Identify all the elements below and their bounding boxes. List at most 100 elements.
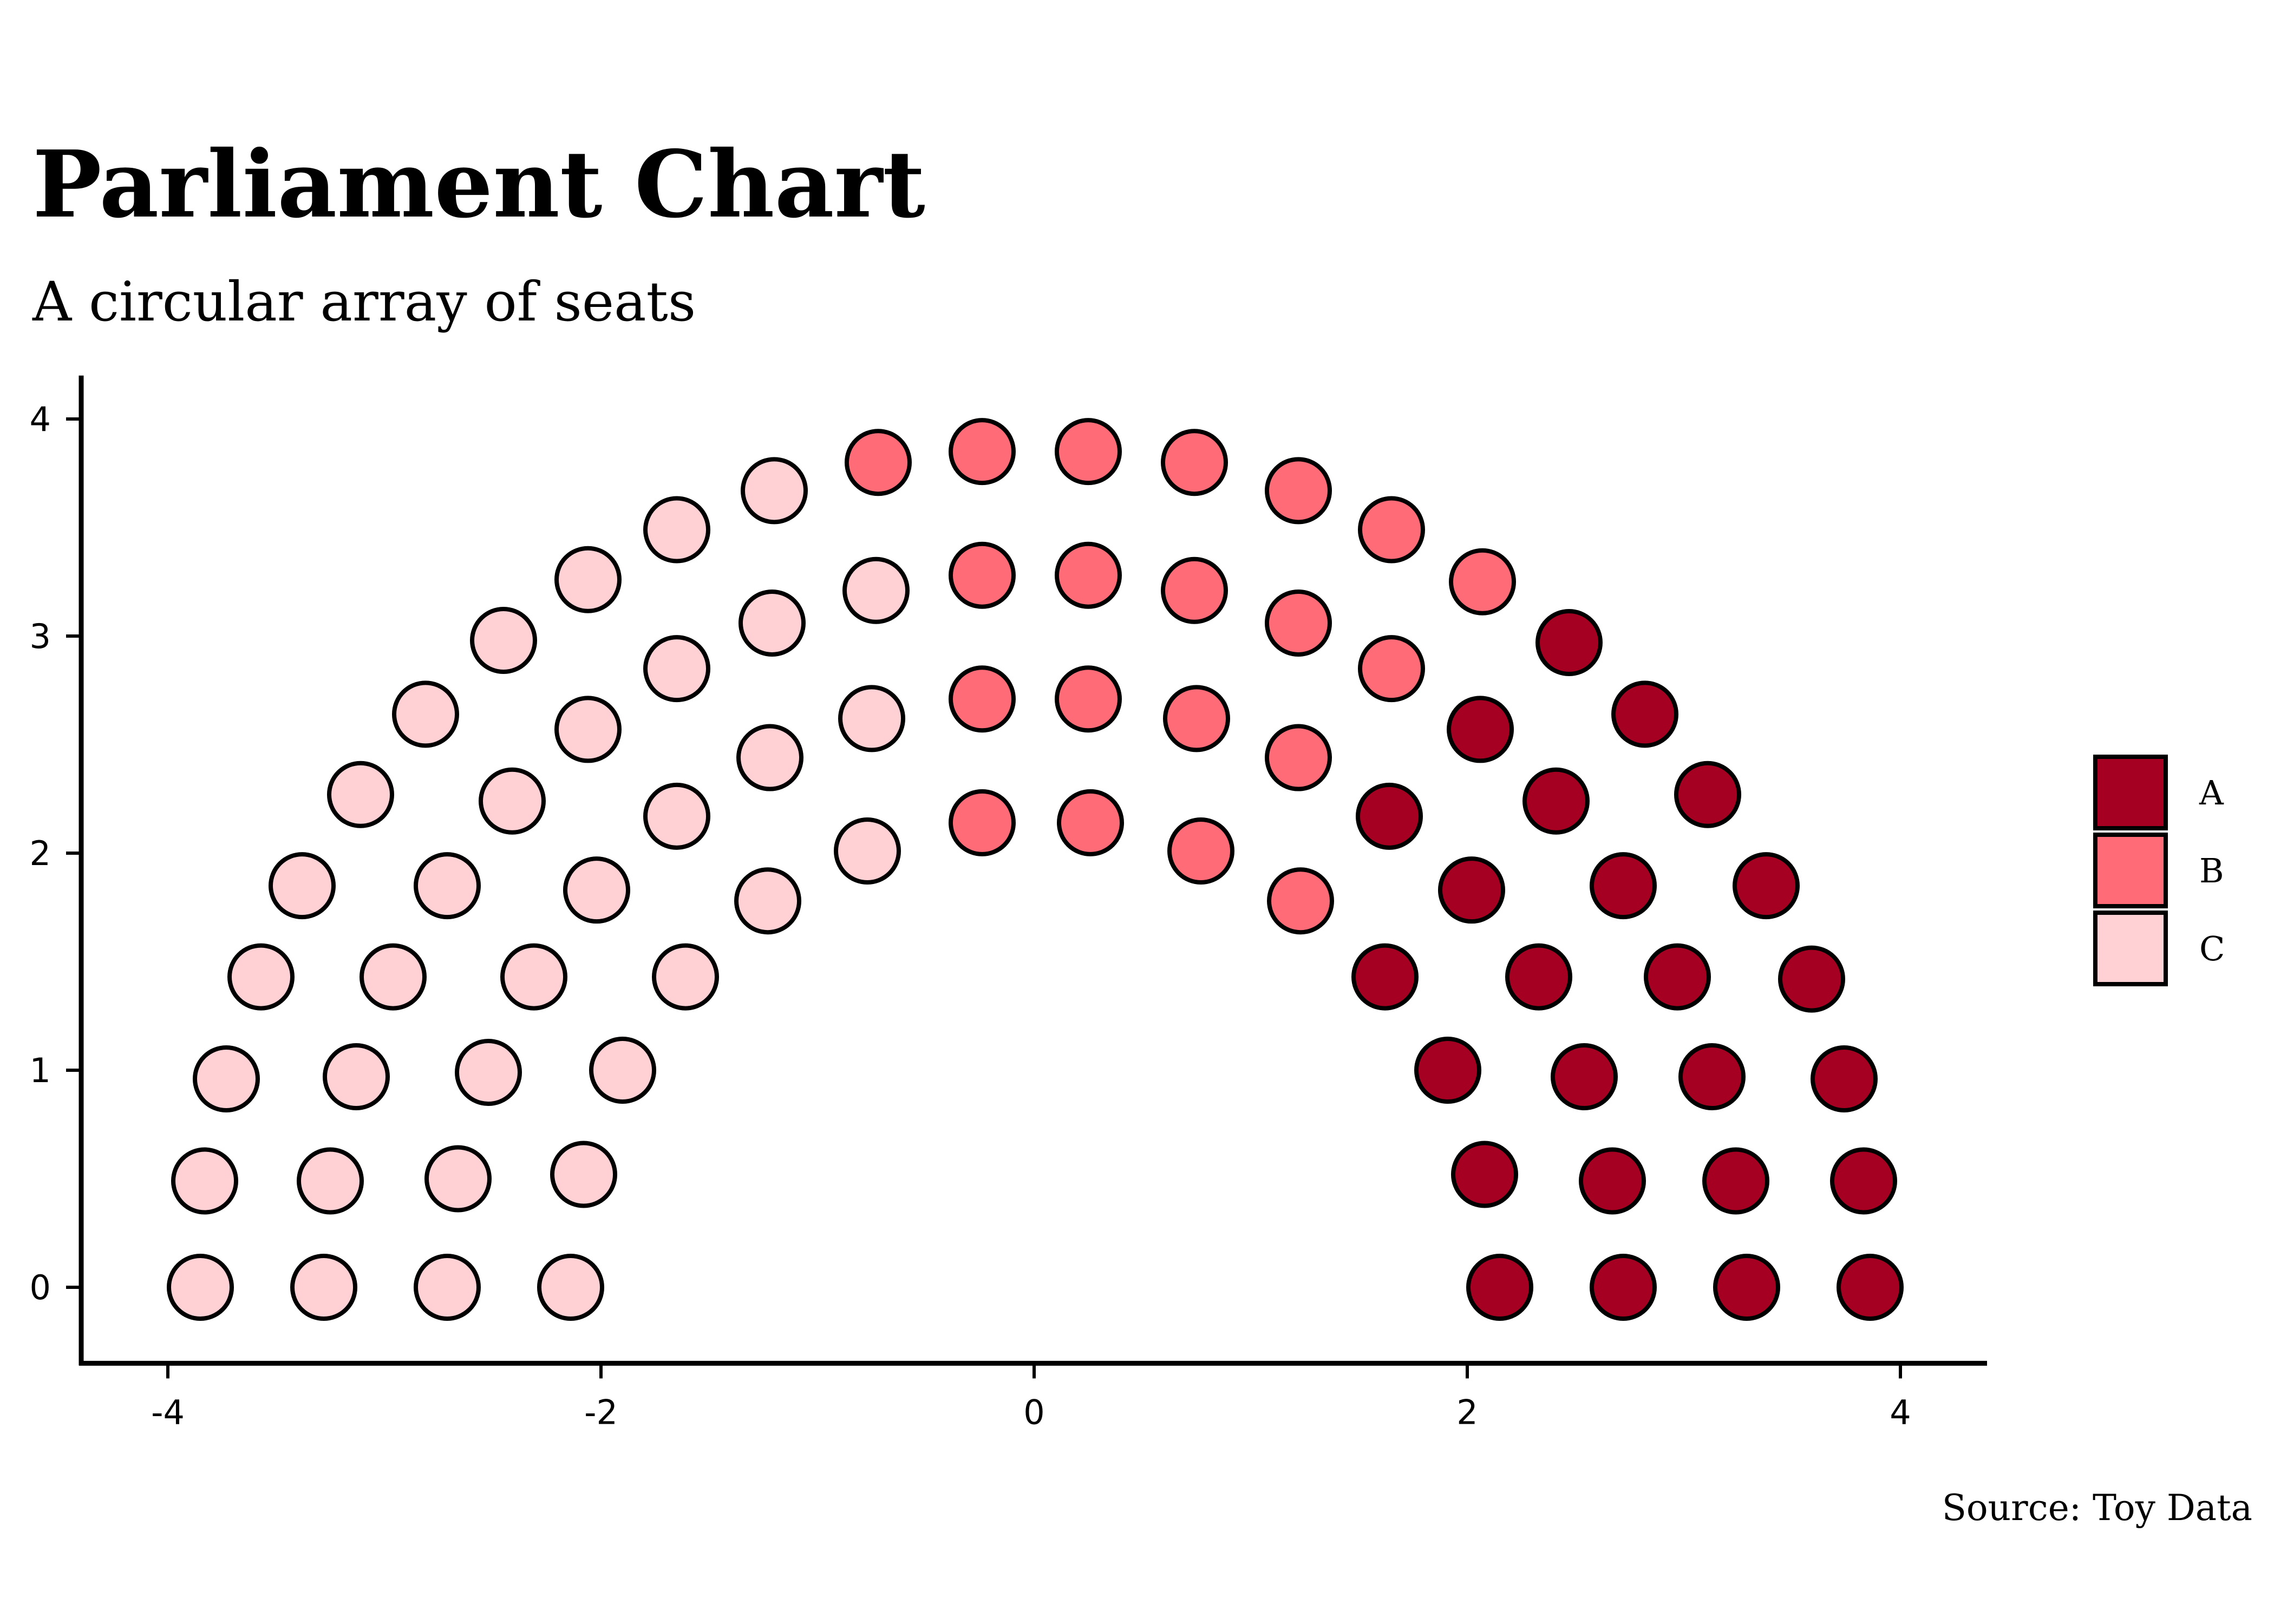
seat-c: [652, 943, 719, 1011]
seat-b: [1161, 556, 1228, 624]
seat-b: [1265, 589, 1332, 657]
seat-c: [424, 1145, 492, 1213]
seat-c: [470, 607, 537, 675]
seat-c: [734, 867, 801, 935]
legend-label-a: A: [2199, 773, 2224, 813]
seat-a: [1713, 1254, 1780, 1321]
legend-key-b: [2093, 833, 2168, 908]
seat-b: [1358, 496, 1425, 564]
seat-c: [563, 856, 630, 924]
seat-a: [1702, 1147, 1769, 1215]
seat-c: [643, 496, 710, 564]
seat-b: [1265, 457, 1332, 525]
seat-c: [554, 546, 622, 613]
seat-b: [1055, 665, 1122, 733]
legend-label-c: C: [2199, 929, 2225, 968]
x-tick-label: -4: [151, 1392, 185, 1432]
seat-a: [1356, 782, 1423, 850]
seat-c: [834, 817, 901, 885]
seat-b: [1057, 789, 1124, 856]
seat-c: [739, 589, 806, 657]
seat-a: [1837, 1254, 1904, 1321]
seat-c: [227, 943, 295, 1011]
seat-a: [1674, 761, 1741, 828]
seat-c: [327, 761, 394, 828]
seat-c: [741, 457, 808, 525]
seat-c: [479, 767, 546, 835]
seat-b: [949, 418, 1016, 486]
seat-c: [455, 1039, 522, 1106]
seat-a: [1678, 1043, 1746, 1111]
seat-a: [1590, 852, 1657, 920]
x-tick-label: 0: [1023, 1392, 1044, 1432]
seat-c: [838, 685, 905, 752]
seat-c: [297, 1147, 364, 1215]
seat-c: [554, 696, 622, 763]
seat-b: [949, 789, 1016, 856]
seat-c: [167, 1254, 234, 1321]
seat-a: [1590, 1254, 1657, 1321]
seat-a: [1447, 696, 1514, 763]
seat-a: [1438, 856, 1505, 924]
seat-a: [1611, 680, 1678, 748]
seat-b: [1265, 724, 1332, 791]
chart-title: Parliament Chart: [32, 130, 925, 239]
seat-c: [500, 943, 567, 1011]
seat-c: [537, 1254, 604, 1321]
seat-b: [1449, 548, 1516, 615]
seat-c: [290, 1254, 357, 1321]
legend: ABC: [2093, 755, 2225, 986]
seat-c: [193, 1045, 260, 1113]
y-tick-label: 1: [30, 1051, 51, 1090]
seat-a: [1522, 767, 1590, 835]
seat-a: [1733, 852, 1800, 920]
seat-a: [1579, 1147, 1646, 1215]
seat-b: [1358, 635, 1425, 703]
y-tick-label: 4: [30, 400, 51, 439]
seat-b: [949, 541, 1016, 609]
seat-c: [414, 1254, 481, 1321]
x-tick-label: -2: [584, 1392, 618, 1432]
seat-a: [1535, 609, 1603, 677]
seat-b: [1055, 541, 1122, 609]
x-tick-label: 2: [1456, 1392, 1478, 1432]
seat-c: [323, 1043, 390, 1111]
legend-key-a: [2093, 755, 2168, 830]
seat-a: [1451, 1141, 1518, 1208]
seat-c: [550, 1141, 617, 1208]
seat-a: [1466, 1254, 1533, 1321]
seat-b: [845, 429, 912, 496]
seat-a: [1778, 945, 1845, 1013]
seat-c: [171, 1147, 238, 1215]
seat-c: [842, 556, 910, 624]
seat-b: [1267, 867, 1334, 935]
seat-b: [1163, 685, 1230, 752]
seat-a: [1644, 943, 1711, 1011]
y-tick-label: 0: [30, 1268, 51, 1307]
seat-a: [1811, 1045, 1878, 1113]
seat-b: [1161, 429, 1228, 496]
seat-c: [360, 943, 427, 1011]
y-tick-label: 2: [30, 834, 51, 873]
seat-c: [392, 680, 459, 748]
seat-c: [643, 782, 710, 850]
x-axis-ticks: -4 -2 0 2 4: [151, 1363, 1911, 1432]
legend-key-c: [2093, 911, 2168, 986]
chart-caption: Source: Toy Data: [1942, 1487, 2252, 1529]
seat-b: [1055, 418, 1122, 486]
seats: [167, 418, 1904, 1321]
seat-a: [1414, 1037, 1481, 1104]
seat-a: [1551, 1043, 1618, 1111]
legend-label-b: B: [2199, 851, 2224, 890]
y-axis-ticks: 0 1 2 3 4: [30, 400, 81, 1307]
x-tick-label: 4: [1890, 1392, 1911, 1432]
seat-c: [736, 724, 803, 791]
plot-area: -4 -2 0 2 4 0 1 2 3 4: [30, 375, 1987, 1432]
chart-subtitle: A circular array of seats: [32, 270, 696, 333]
seat-a: [1830, 1147, 1897, 1215]
seat-a: [1505, 943, 1572, 1011]
seat-c: [269, 852, 336, 920]
seat-c: [414, 852, 481, 920]
seat-c: [589, 1037, 656, 1104]
